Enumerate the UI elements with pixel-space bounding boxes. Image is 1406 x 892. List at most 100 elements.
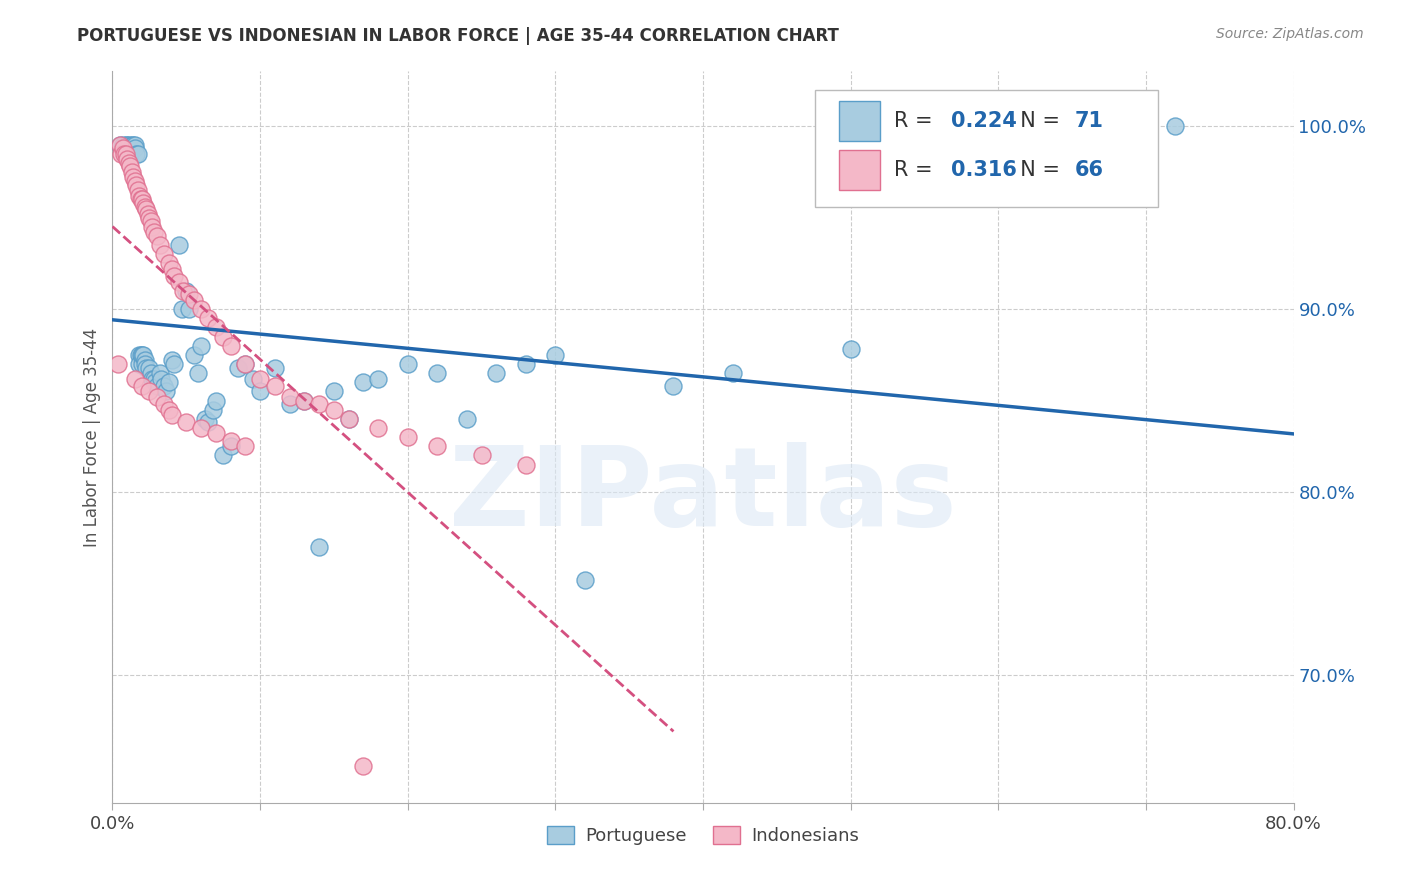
Legend: Portuguese, Indonesians: Portuguese, Indonesians bbox=[540, 819, 866, 852]
Point bbox=[292, 393, 315, 408]
Point bbox=[134, 353, 156, 368]
Point bbox=[219, 338, 242, 352]
Point bbox=[212, 329, 235, 343]
Point bbox=[396, 357, 419, 371]
Point bbox=[149, 238, 172, 252]
Point bbox=[167, 238, 190, 252]
Point bbox=[138, 384, 160, 399]
Point bbox=[179, 301, 201, 316]
Point bbox=[118, 155, 141, 169]
Point bbox=[150, 371, 173, 385]
Point bbox=[190, 338, 212, 352]
Point bbox=[233, 357, 256, 371]
Point bbox=[118, 137, 141, 152]
Point bbox=[122, 137, 145, 152]
Point bbox=[120, 160, 142, 174]
Point bbox=[121, 137, 143, 152]
Point bbox=[136, 207, 159, 221]
Point bbox=[121, 165, 143, 179]
Point bbox=[129, 348, 152, 362]
FancyBboxPatch shape bbox=[839, 150, 880, 190]
Point bbox=[132, 196, 155, 211]
Point bbox=[114, 137, 136, 152]
Point bbox=[1164, 119, 1187, 133]
Point bbox=[205, 426, 228, 441]
Point bbox=[160, 261, 183, 276]
FancyBboxPatch shape bbox=[839, 101, 880, 141]
Point bbox=[160, 353, 183, 368]
Point bbox=[128, 357, 150, 371]
Point bbox=[205, 393, 228, 408]
Point bbox=[127, 183, 149, 197]
Point bbox=[110, 146, 132, 161]
Point bbox=[170, 301, 193, 316]
Point bbox=[111, 141, 134, 155]
Point bbox=[124, 371, 146, 385]
Point bbox=[131, 379, 153, 393]
Point bbox=[131, 348, 153, 362]
Point bbox=[146, 379, 169, 393]
Point bbox=[264, 360, 287, 375]
Point bbox=[839, 343, 862, 357]
Point bbox=[574, 573, 596, 587]
Point bbox=[396, 430, 419, 444]
Point bbox=[131, 357, 153, 371]
Text: R =: R = bbox=[894, 112, 939, 131]
Point bbox=[212, 448, 235, 462]
Point bbox=[183, 348, 205, 362]
Point bbox=[138, 211, 160, 225]
Text: ZIPatlas: ZIPatlas bbox=[449, 442, 957, 549]
Point bbox=[134, 357, 156, 371]
Point bbox=[155, 384, 177, 399]
Point bbox=[112, 146, 135, 161]
Point bbox=[242, 371, 264, 385]
Point bbox=[167, 275, 190, 289]
Point bbox=[134, 200, 156, 214]
Text: N =: N = bbox=[1007, 112, 1066, 131]
Point bbox=[367, 371, 389, 385]
Text: N =: N = bbox=[1007, 160, 1066, 180]
Point bbox=[129, 192, 152, 206]
Point bbox=[108, 137, 131, 152]
Point bbox=[337, 411, 360, 425]
Point bbox=[183, 293, 205, 307]
Point bbox=[120, 146, 142, 161]
FancyBboxPatch shape bbox=[815, 90, 1157, 207]
Point bbox=[323, 384, 346, 399]
Point bbox=[160, 408, 183, 422]
Point bbox=[143, 375, 166, 389]
Point bbox=[264, 379, 287, 393]
Point bbox=[163, 269, 186, 284]
Point bbox=[157, 256, 180, 270]
Point bbox=[233, 357, 256, 371]
Point bbox=[107, 357, 129, 371]
Point bbox=[249, 371, 271, 385]
Point bbox=[308, 540, 330, 554]
Point bbox=[292, 393, 315, 408]
Point bbox=[142, 371, 165, 385]
Y-axis label: In Labor Force | Age 35-44: In Labor Force | Age 35-44 bbox=[83, 327, 101, 547]
Text: PORTUGUESE VS INDONESIAN IN LABOR FORCE | AGE 35-44 CORRELATION CHART: PORTUGUESE VS INDONESIAN IN LABOR FORCE … bbox=[77, 27, 839, 45]
Point bbox=[544, 348, 567, 362]
Text: 0.224: 0.224 bbox=[950, 112, 1017, 131]
Point bbox=[174, 416, 197, 430]
Point bbox=[157, 402, 180, 417]
Text: R =: R = bbox=[894, 160, 939, 180]
Point bbox=[139, 366, 162, 380]
Point bbox=[135, 202, 157, 216]
Point bbox=[249, 384, 271, 399]
Point bbox=[470, 448, 494, 462]
Text: Source: ZipAtlas.com: Source: ZipAtlas.com bbox=[1216, 27, 1364, 41]
Point bbox=[153, 379, 176, 393]
Text: 71: 71 bbox=[1076, 112, 1104, 131]
Point bbox=[124, 141, 146, 155]
Point bbox=[125, 146, 148, 161]
Point bbox=[114, 146, 136, 161]
Point bbox=[142, 225, 165, 239]
Point bbox=[146, 228, 169, 243]
Point bbox=[157, 375, 180, 389]
Point bbox=[124, 137, 146, 152]
Point bbox=[124, 174, 146, 188]
Point bbox=[146, 390, 169, 404]
Point bbox=[194, 411, 217, 425]
